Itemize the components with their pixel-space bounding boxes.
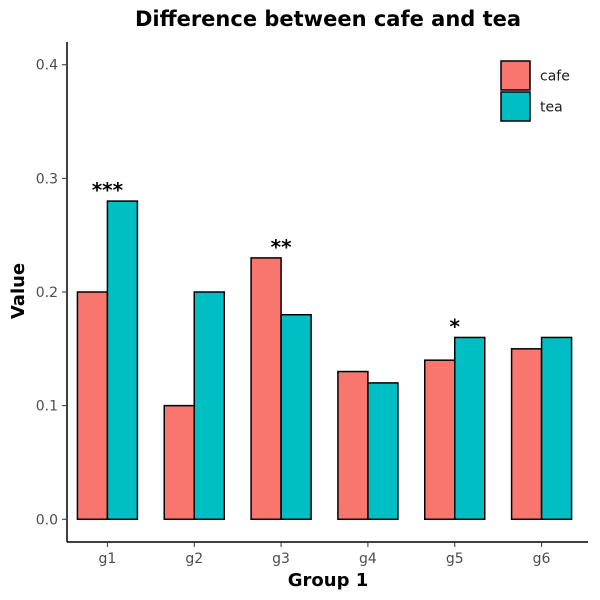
- y-tick-label: 0.4: [36, 58, 58, 74]
- bar-cafe-g6: [510, 348, 543, 521]
- legend: cafe tea: [500, 60, 570, 122]
- bar-tea-g1: [106, 200, 139, 521]
- bar-cafe-g3: [250, 257, 282, 521]
- bar-tea-g2: [193, 291, 225, 521]
- x-tick-label: g4: [359, 551, 377, 567]
- plot-area: 0.00.10.20.30.4g1 g2 g3 g4 g5 g6******: [36, 42, 588, 567]
- bar-tea-g3: [280, 313, 312, 521]
- y-axis-title: Value: [8, 263, 29, 319]
- bar-tea-g5: [454, 336, 486, 521]
- x-tick-label: g3: [272, 551, 290, 567]
- bar-tea-g6: [540, 336, 573, 521]
- y-tick-label: 0.1: [36, 399, 58, 415]
- legend-key-cafe: [500, 60, 531, 91]
- legend-key-tea: [500, 91, 531, 122]
- chart-title: Difference between cafe and tea: [135, 7, 521, 31]
- x-axis-title: Group 1: [288, 570, 369, 591]
- legend-label-cafe: cafe: [540, 69, 570, 85]
- x-tick-label: g1: [99, 551, 117, 567]
- significance-annotation: *: [450, 314, 461, 338]
- x-tick-label: g6: [533, 551, 551, 567]
- significance-annotation: **: [271, 235, 292, 259]
- x-tick-label: g5: [446, 551, 464, 567]
- y-tick-label: 0.3: [36, 171, 58, 187]
- legend-label-tea: tea: [540, 100, 563, 116]
- significance-annotation: ***: [92, 178, 124, 202]
- y-tick-label: 0.2: [36, 285, 58, 301]
- bar-cafe-g1: [76, 291, 109, 521]
- bar-cafe-g2: [163, 404, 195, 521]
- y-tick-label: 0.0: [36, 512, 58, 528]
- bar-cafe-g4: [337, 370, 369, 521]
- bar-tea-g4: [367, 382, 399, 521]
- x-tick-label: g2: [185, 551, 203, 567]
- bar-cafe-g5: [424, 359, 456, 521]
